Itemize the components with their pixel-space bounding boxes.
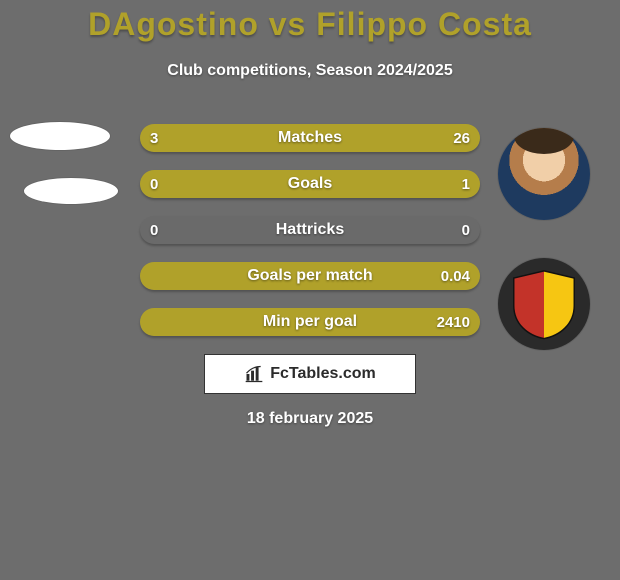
player-right-avatar: [498, 128, 590, 220]
player-left-avatar-2: [24, 178, 118, 204]
stat-value-right: 1: [452, 170, 480, 198]
stat-value-right: 0: [452, 216, 480, 244]
stat-value-right: 2410: [427, 308, 480, 336]
stat-label: Hattricks: [140, 216, 480, 244]
shield-icon: [508, 268, 580, 340]
stat-value-right: 26: [443, 124, 480, 152]
stat-fill-right: [175, 124, 480, 152]
stat-fill-right: [140, 262, 480, 290]
bar-chart-icon: [244, 364, 264, 384]
stat-row: 0 0Hattricks: [140, 216, 480, 244]
brand-box: FcTables.com: [204, 354, 416, 394]
date-label: 18 february 2025: [0, 410, 620, 428]
stat-row: 0.04Goals per match: [140, 262, 480, 290]
stat-row: 326Matches: [140, 124, 480, 152]
stat-value-left: [140, 308, 160, 336]
player-left-avatar-1: [10, 122, 110, 150]
stat-rows: 326Matches01Goals00Hattricks0.04Goals pe…: [140, 124, 480, 354]
stat-value-left: [140, 262, 160, 290]
stat-value-left: 0: [140, 170, 168, 198]
stat-row: 01Goals: [140, 170, 480, 198]
brand-label: FcTables.com: [270, 365, 376, 383]
stat-row: 2410Min per goal: [140, 308, 480, 336]
stat-value-left: 3: [140, 124, 168, 152]
subtitle: Club competitions, Season 2024/2025: [0, 62, 620, 80]
stat-fill-right: [140, 170, 480, 198]
page-title: DAgostino vs Filippo Costa: [0, 6, 620, 43]
stat-value-right: 0.04: [431, 262, 480, 290]
comparison-card: DAgostino vs Filippo Costa Club competit…: [0, 0, 620, 580]
club-right-badge: [498, 258, 590, 350]
stat-value-left: 0: [140, 216, 168, 244]
